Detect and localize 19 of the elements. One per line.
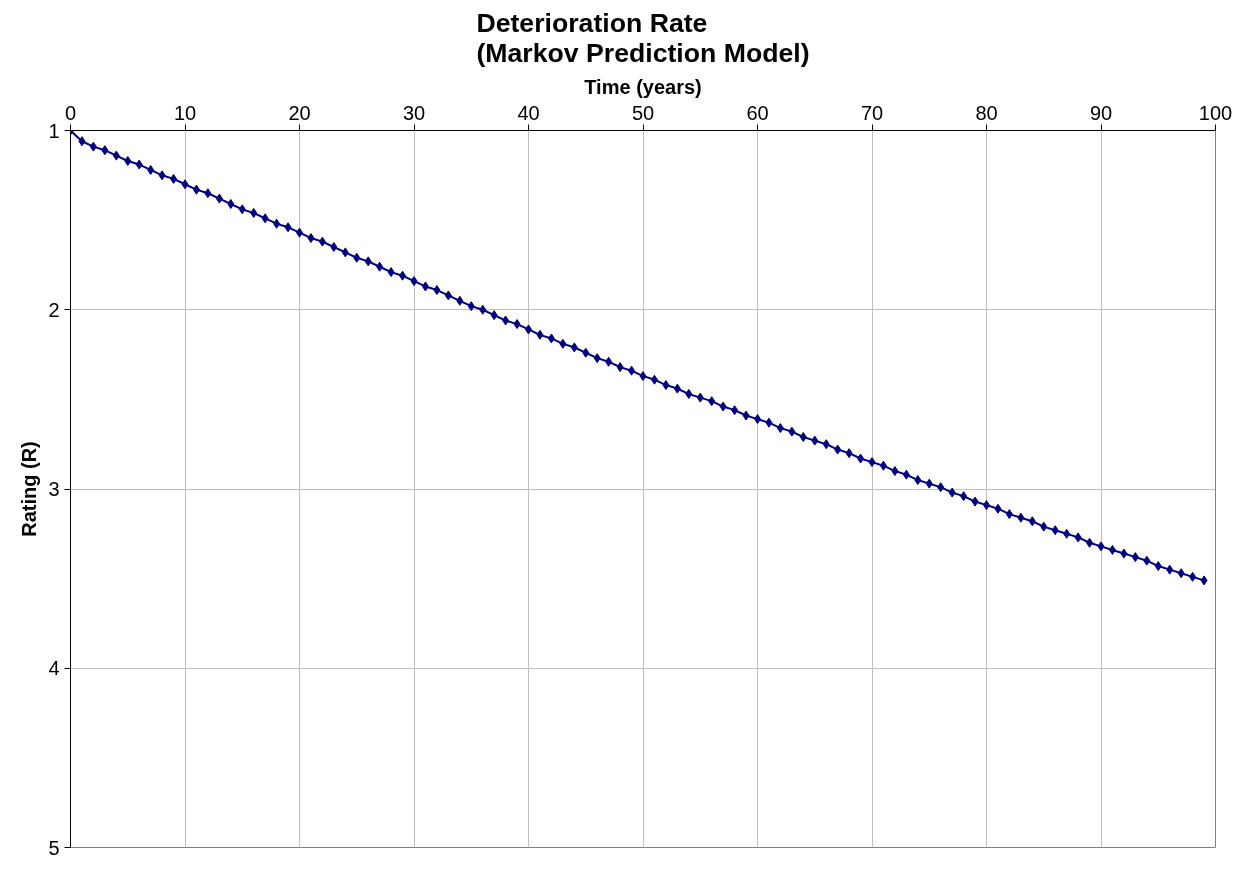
x-tick-label: 90 bbox=[1089, 101, 1113, 124]
chart-title: Deterioration Rate (Markov Prediction Model) bbox=[476, 7, 810, 68]
x-tick-label: 20 bbox=[288, 101, 311, 124]
x-tick-label: 40 bbox=[517, 101, 540, 124]
x-tick-label: 30 bbox=[402, 101, 426, 124]
x-tick-label: 70 bbox=[860, 101, 884, 124]
x-tick-label: 100 bbox=[1198, 101, 1233, 124]
y-tick-label: 4 bbox=[48, 657, 60, 680]
x-tick-label: 50 bbox=[631, 101, 655, 124]
y-axis-title: Rating (R) bbox=[18, 441, 41, 537]
y-tick-label: 2 bbox=[48, 298, 60, 321]
x-tick-label: 0 bbox=[64, 101, 77, 124]
x-tick-label: 60 bbox=[746, 101, 769, 124]
x-tick-label: 80 bbox=[975, 101, 998, 124]
x-tick-label: 10 bbox=[173, 101, 197, 124]
y-tick-label: 3 bbox=[48, 478, 60, 500]
x-axis-title: Time (years) bbox=[584, 75, 702, 98]
y-tick-label: 5 bbox=[48, 836, 60, 859]
y-tick-label: 1 bbox=[48, 119, 60, 142]
